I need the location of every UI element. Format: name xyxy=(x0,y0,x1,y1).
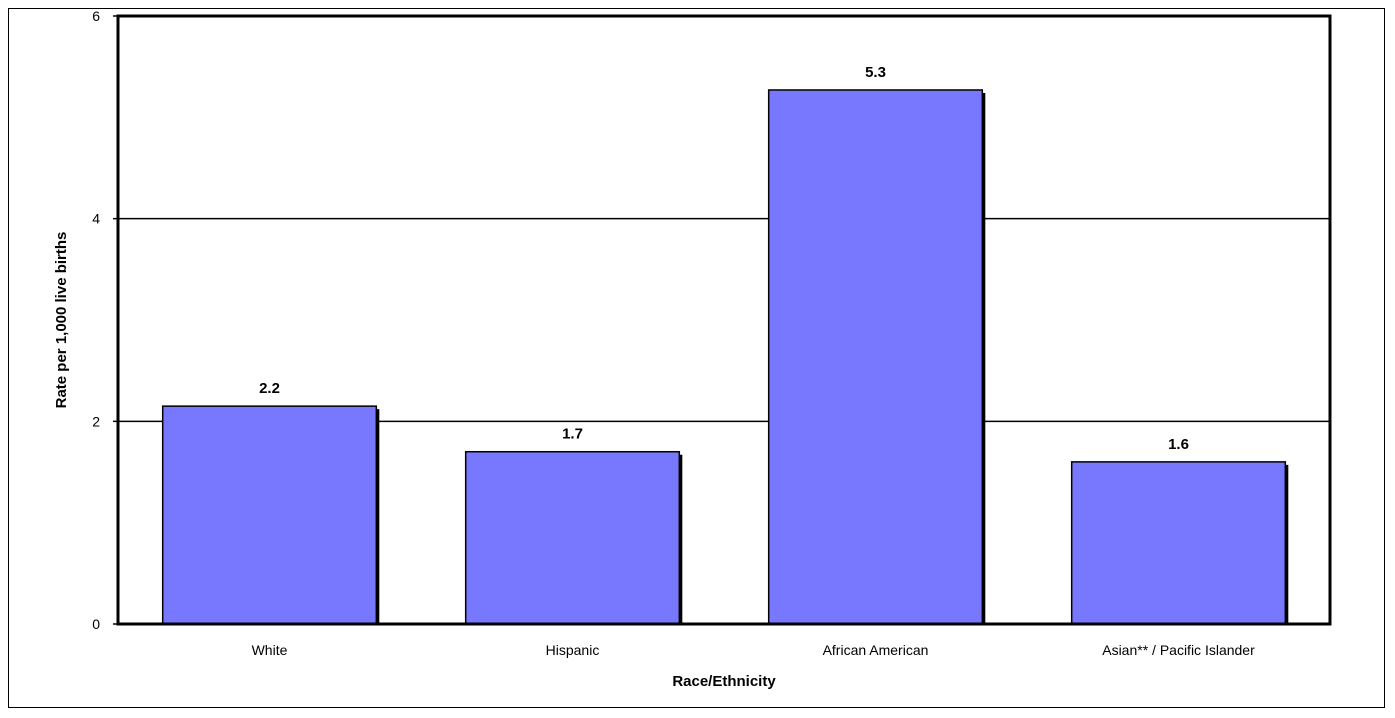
y-tick-label: 0 xyxy=(92,616,100,632)
data-label: 1.6 xyxy=(1168,436,1189,453)
bar xyxy=(161,405,378,625)
chart-frame xyxy=(8,8,1385,708)
y-tick-label: 4 xyxy=(92,211,100,227)
x-axis-title: Race/Ethnicity xyxy=(672,673,776,690)
y-tick-label: 2 xyxy=(92,413,100,429)
bars xyxy=(161,89,1289,625)
x-category-label: Hispanic xyxy=(546,642,600,658)
y-axis-ticks: 0 2 4 6 xyxy=(92,8,118,632)
x-axis-categories: White Hispanic African American Asian** / P… xyxy=(252,642,1255,658)
y-axis-title: Rate per 1,000 live births xyxy=(53,232,70,409)
data-label: 2.2 xyxy=(259,380,280,397)
x-category-label: White xyxy=(252,642,288,658)
x-category-label: African American xyxy=(823,642,929,658)
bar xyxy=(464,450,681,625)
bar xyxy=(1070,461,1287,625)
gridlines xyxy=(118,217,1330,423)
data-label: 5.3 xyxy=(865,64,886,81)
y-tick-label: 6 xyxy=(92,8,100,24)
x-category-label: Asian** / Pacific Islander xyxy=(1102,642,1255,658)
data-labels: 2.2 1.7 5.3 1.6 xyxy=(259,64,1189,453)
data-label: 1.7 xyxy=(562,426,583,443)
bar xyxy=(767,89,984,625)
plot-area-border xyxy=(116,14,1332,626)
